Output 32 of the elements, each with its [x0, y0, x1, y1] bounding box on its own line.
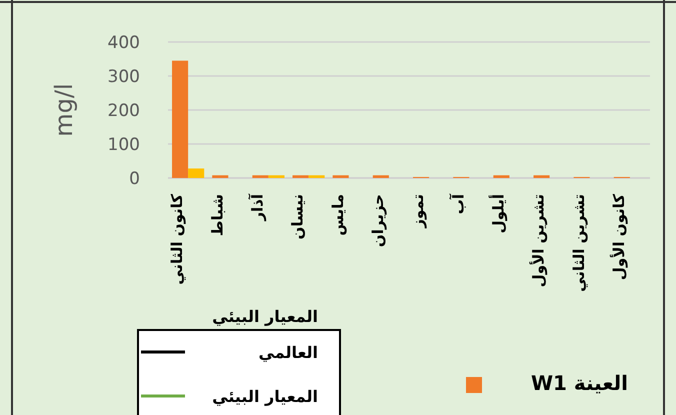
y-tick-label: 400 [108, 33, 140, 53]
x-tick-label: كانون الأول [608, 194, 628, 280]
bar [308, 175, 325, 178]
legend-label: المعيار البيئي العالمي [212, 307, 318, 362]
x-tick-label: نيسان [288, 194, 307, 240]
x-tick-label: شباط [208, 194, 226, 236]
legend-label: المعيار البيئي [212, 387, 318, 406]
bar [372, 175, 389, 178]
x-tick-label: كانون الثاني [168, 194, 186, 285]
x-tick-label: مايس [328, 194, 347, 236]
x-tick-label: أيلول [488, 194, 508, 234]
y-tick-label: 0 [129, 169, 140, 189]
text: العينة W1 [530, 371, 628, 395]
x-tick-label: حزيران [368, 194, 387, 248]
bar [493, 175, 510, 178]
x-tick-label: تموز [409, 194, 428, 229]
bar [292, 175, 309, 178]
bar [534, 175, 550, 178]
bar [252, 175, 268, 178]
x-tick-label: آذار [247, 193, 266, 222]
y-axis-title: mg/l [50, 83, 78, 137]
x-tick-label: تشرين الأول [528, 194, 548, 288]
bar [172, 60, 188, 178]
bar [332, 175, 349, 178]
y-tick-label: 200 [108, 101, 140, 121]
x-tick-label: آب [448, 193, 468, 214]
bar [268, 175, 284, 178]
y-tick-label: 100 [108, 135, 140, 155]
x-tick-label: تشرين الثاني [570, 194, 588, 292]
bar [212, 175, 228, 178]
y-tick-label: 300 [108, 67, 140, 87]
bar [188, 168, 204, 178]
